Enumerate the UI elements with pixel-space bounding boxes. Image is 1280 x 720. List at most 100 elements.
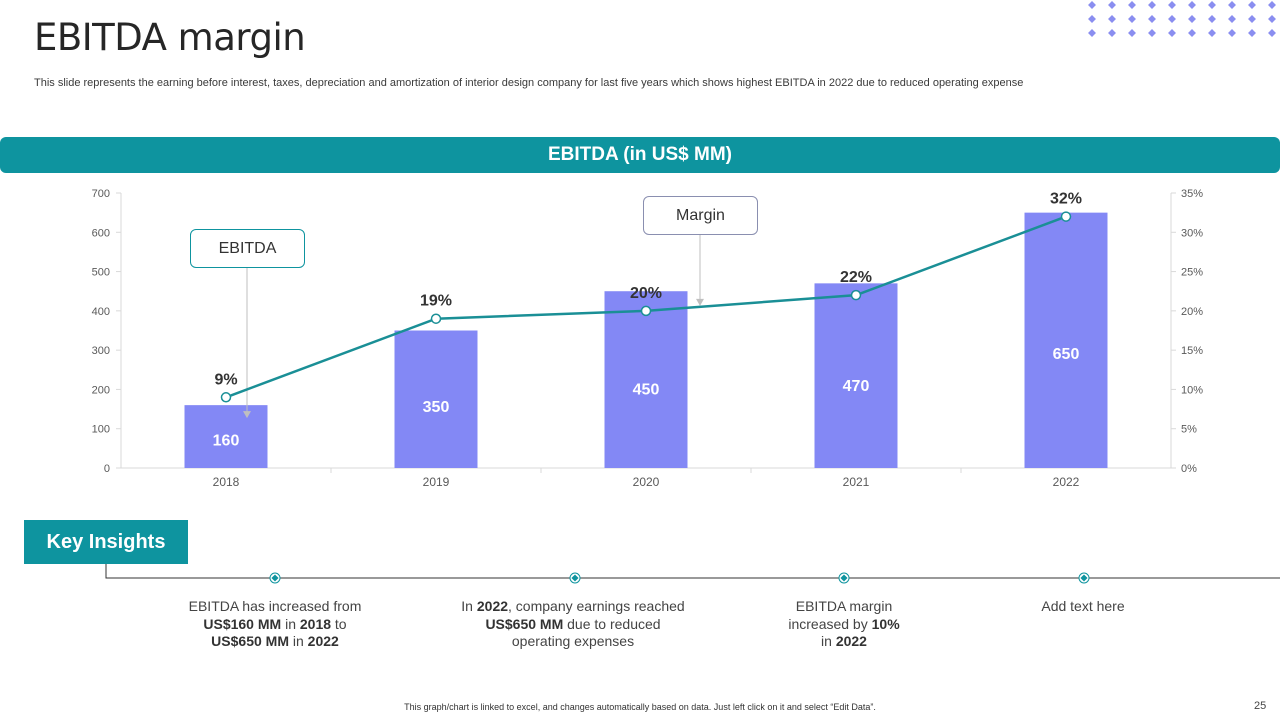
- decorative-dot: [1188, 15, 1196, 23]
- insight-segment: to: [331, 615, 347, 632]
- insight-highlight: 2018: [299, 615, 332, 632]
- insight-segment: EBITDA margin: [795, 598, 893, 614]
- bar-value-label: 450: [633, 381, 660, 398]
- y-tick-label: 200: [92, 384, 110, 396]
- y2-tick-label: 30%: [1181, 227, 1203, 239]
- margin-value-label: 22%: [840, 269, 872, 286]
- insight-segment: in: [281, 615, 300, 632]
- insight-highlight: 2022: [476, 598, 509, 614]
- timeline-marker: [838, 572, 850, 584]
- x-tick-label: 2018: [213, 475, 240, 489]
- slide-subtitle: This slide represents the earning before…: [34, 77, 1024, 89]
- decorative-dot: [1228, 29, 1236, 37]
- insight-line: Add text here: [953, 598, 1213, 616]
- insight-highlight: US$650 MM: [211, 633, 289, 649]
- x-tick-label: 2021: [843, 475, 870, 489]
- decorative-dot: [1268, 15, 1276, 23]
- decorative-dot: [1088, 1, 1096, 9]
- insight-highlight: US$160 MM: [203, 615, 282, 632]
- margin-point: [640, 305, 652, 317]
- margin-callout: Margin: [643, 196, 758, 235]
- decorative-dot: [1088, 15, 1096, 23]
- insight-highlight: 2022: [835, 633, 867, 649]
- ebitda-bar: [184, 405, 268, 468]
- timeline-line: [105, 564, 1280, 579]
- decorative-dot: [1128, 15, 1136, 23]
- insight-segment: In: [461, 598, 477, 614]
- margin-point: [430, 313, 442, 324]
- decorative-dot: [1228, 1, 1236, 9]
- decorative-dot: [1148, 29, 1156, 37]
- bar-value-label: 160: [213, 433, 240, 450]
- y2-tick-label: 15%: [1181, 345, 1203, 357]
- decorative-dot: [1208, 29, 1216, 37]
- insight-line: in 2022: [714, 633, 974, 651]
- insight-text: Add text here: [953, 598, 1213, 616]
- decorative-dot: [1208, 15, 1216, 23]
- y2-tick-label: 25%: [1181, 267, 1203, 279]
- decorative-dot: [1268, 1, 1276, 9]
- ebitda-bar: [394, 330, 478, 468]
- insight-text: EBITDA margin increased by 10% in 2022: [714, 598, 974, 651]
- insight-highlight: US$650 MM: [485, 615, 564, 632]
- decorative-dot: [1248, 15, 1256, 23]
- y2-tick-label: 10%: [1181, 384, 1203, 396]
- margin-point: [220, 392, 232, 403]
- decorative-dot: [1228, 15, 1236, 23]
- ebitda-callout: EBITDA: [190, 229, 305, 268]
- margin-point: [850, 289, 862, 301]
- margin-value-label: 19%: [420, 293, 452, 310]
- ebitda-bar: [1024, 212, 1108, 468]
- margin-value-label: 9%: [214, 371, 237, 388]
- ebitda-combo-chart: 0 100 200 300 400 500 600 700 0% 5% 10% 15% 20% 25% 30…: [92, 188, 1204, 489]
- insight-segment: increased by: [788, 615, 872, 632]
- bar-value-label: 350: [423, 399, 450, 416]
- footer-note: This graph/chart is linked to excel, and…: [404, 702, 876, 712]
- ebitda-callout-arrowhead: [243, 411, 251, 419]
- bar-value-label: 470: [843, 378, 870, 395]
- insight-segment: , company earnings reached: [508, 598, 685, 614]
- decorative-dot: [1268, 29, 1276, 37]
- y-tick-label: 500: [92, 267, 110, 279]
- decorative-dot: [1188, 1, 1196, 9]
- decorative-dot: [1168, 15, 1176, 23]
- decorative-dot: [1128, 29, 1136, 37]
- y-tick-label: 400: [92, 306, 110, 318]
- x-tick-label: 2019: [423, 475, 450, 489]
- decorative-dot: [1108, 1, 1116, 9]
- insights-timeline: [105, 564, 1280, 584]
- insight-line: increased by 10%: [714, 616, 974, 634]
- decorative-dot: [1188, 29, 1196, 37]
- insight-line: US$650 MM due to reduced: [443, 616, 703, 634]
- margin-value-label: 32%: [1050, 191, 1082, 208]
- page-number: 25: [1254, 700, 1267, 712]
- decorative-dot: [1208, 1, 1216, 9]
- decorative-dot: [1148, 15, 1156, 23]
- margin-value-label: 20%: [630, 285, 662, 302]
- decorative-dot-pattern: [1088, 1, 1276, 37]
- insight-segment: in: [821, 633, 836, 649]
- ebitda-bar: [604, 291, 688, 468]
- y-tick-label: 600: [92, 227, 110, 239]
- x-tick-label: 2022: [1053, 475, 1080, 489]
- insight-segment: in: [288, 633, 308, 649]
- insight-highlight: 2022: [307, 633, 339, 649]
- ebitda-bar: [814, 283, 898, 468]
- decorative-dot: [1128, 1, 1136, 9]
- insight-highlight: 10%: [871, 615, 900, 632]
- insight-segment: operating expenses: [511, 633, 635, 649]
- insight-line: US$650 MM in 2022: [145, 633, 405, 651]
- x-tick-label: 2020: [633, 475, 660, 489]
- decorative-dot: [1248, 1, 1256, 9]
- margin-callout-arrowhead: [696, 298, 704, 306]
- decorative-dot: [1108, 29, 1116, 37]
- y-tick-label: 700: [92, 188, 110, 200]
- y-tick-label: 300: [92, 345, 110, 357]
- insight-text: EBITDA has increased from US$160 MM in 20…: [145, 598, 405, 651]
- insight-line: operating expenses: [443, 633, 703, 651]
- slide-title: EBITDA margin: [34, 16, 306, 59]
- y-tick-label: 0: [104, 463, 110, 475]
- insight-text: In 2022, company earnings reached US$650 …: [443, 598, 703, 651]
- timeline-marker: [1078, 572, 1090, 584]
- decorative-dot: [1248, 29, 1256, 37]
